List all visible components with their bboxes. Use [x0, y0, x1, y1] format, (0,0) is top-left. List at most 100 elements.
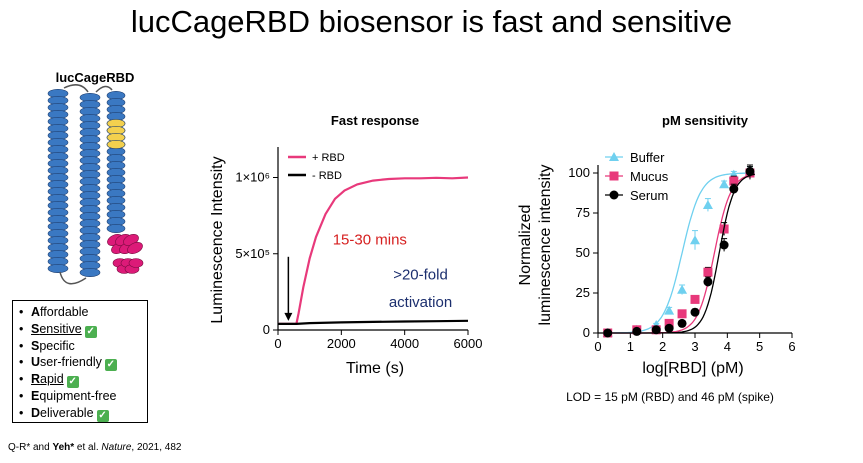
fast-response-chart: Fast response Time (s) Luminescence Inte… [209, 113, 483, 377]
pm-x-tick-label: 5 [756, 339, 763, 354]
feature-item: • Rapid ✓ [19, 371, 143, 389]
feature-text: ser-friendly [40, 355, 102, 370]
feature-item: • Specific [19, 338, 143, 355]
pm-x-tick-label: 6 [788, 339, 795, 354]
fast-x-tick-label: 2000 [327, 336, 356, 351]
feature-list-box: • Affordable • Sensitive ✓ • Specific • User-fri… [12, 300, 148, 423]
pm-legend-label: Mucus [630, 169, 669, 184]
pm-x-tick-label: 1 [627, 339, 634, 354]
fast-response-ylabel: Luminescence Intensity [209, 156, 226, 323]
feature-item: • Affordable [19, 304, 143, 321]
pm-x-tick-label: 0 [594, 339, 601, 354]
feature-item: • Equipment-free [19, 388, 143, 405]
fast-series-line [278, 319, 469, 325]
feature-text: apid [40, 372, 64, 387]
loop-1 [63, 84, 89, 93]
pm-sensitivity-chart: pM sensitivity log[RBD] (pM) Normalized … [517, 113, 796, 377]
pm-data-point [702, 200, 713, 209]
feature-item: • User-friendly ✓ [19, 354, 143, 372]
pm-sensitivity-ylabel-line2: luminescence intensity [537, 165, 554, 326]
pm-data-point [603, 328, 613, 338]
pm-y-tick-label: 0 [583, 325, 590, 340]
pm-x-tick-label: 3 [691, 339, 698, 354]
fast-legend-label: - RBD [312, 170, 342, 182]
fast-series-line [278, 176, 469, 325]
luciferase-helix [128, 258, 144, 268]
fast-x-tick-label: 6000 [454, 336, 483, 351]
protein-label: lucCageRBD [55, 70, 135, 85]
bullet-icon: • [19, 355, 24, 370]
pm-data-point [719, 179, 730, 189]
feature-initial: U [31, 355, 41, 370]
feature-text: quipment-free [39, 388, 117, 403]
pm-legend-marker [609, 190, 619, 200]
fast-response-xlabel: Time (s) [346, 360, 404, 377]
pm-data-point [690, 235, 700, 245]
pm-legend-label: Serum [630, 188, 668, 203]
helix-3-latch [106, 139, 126, 149]
pm-data-point [745, 166, 755, 176]
pm-y-tick-label: 25 [576, 285, 590, 300]
feature-initial: S [31, 321, 40, 336]
pm-data-point [690, 307, 700, 317]
feature-initial: S [31, 338, 40, 353]
fast-annotation: activation [389, 294, 452, 311]
arrow-head-icon [284, 312, 293, 321]
pm-data-point [703, 277, 713, 287]
pm-data-point [729, 176, 739, 186]
pm-data-point [664, 318, 674, 328]
pm-data-point [719, 240, 729, 250]
bullet-icon: • [19, 321, 24, 336]
protein-structure-image [47, 84, 144, 285]
pm-data-point [651, 325, 661, 335]
pm-data-point [729, 184, 739, 194]
pm-data-point [677, 309, 687, 319]
pm-y-tick-label: 75 [576, 205, 590, 220]
pm-legend-label: Buffer [630, 150, 665, 165]
feature-initial: R [31, 372, 41, 387]
check-mark-icon: ✓ [96, 409, 109, 422]
feature-initial: E [31, 388, 40, 403]
pm-data-point [677, 318, 687, 328]
bullet-icon: • [19, 372, 24, 387]
fast-response-title: Fast response [331, 113, 419, 128]
citation-authors: Yeh* [52, 442, 75, 453]
pm-sensitivity-title: pM sensitivity [662, 113, 749, 128]
feature-text: eliverable [40, 405, 94, 420]
feature-text: ffordable [40, 305, 89, 319]
pm-y-tick-label: 100 [568, 165, 590, 180]
slide-title: lucCageRBD biosensor is fast and sensiti… [130, 4, 733, 39]
feature-initial: A [31, 305, 41, 319]
bullet-icon: • [19, 405, 24, 420]
feature-list: • Affordable • Sensitive ✓ • Specific • User-fri… [19, 304, 143, 422]
pm-data-point [632, 326, 642, 336]
citation-journal: Nature [101, 442, 132, 453]
feature-text: ensitive [39, 321, 82, 336]
pm-data-point [664, 323, 674, 333]
pm-legend-marker [609, 171, 619, 181]
fast-y-tick-label: 1×10⁶ [235, 170, 270, 185]
pm-fit-curve [607, 172, 755, 334]
pm-data-point [677, 284, 688, 294]
fast-legend-label: + RBD [312, 152, 345, 164]
pm-data-point [690, 294, 700, 304]
lod-caption: LOD = 15 pM (RBD) and 46 pM (spike) [566, 390, 774, 404]
pm-x-tick-label: 2 [659, 339, 666, 354]
helix-3 [106, 224, 126, 234]
feature-item: • Sensitive ✓ [19, 321, 143, 338]
feature-initial: D [31, 405, 41, 420]
fast-y-tick-label: 5×10⁵ [235, 246, 270, 261]
citation-middle: et al. [74, 442, 102, 453]
pm-data-point [703, 267, 713, 277]
luciferase-helix [127, 242, 143, 254]
citation-footnote: Q-R* and Yeh* et al. Nature, 2021, 482 [8, 442, 181, 453]
citation-prefix: Q-R* and [8, 442, 53, 453]
pm-y-tick-label: 50 [576, 245, 590, 260]
loop-3 [59, 271, 87, 285]
check-mark-icon: ✓ [104, 359, 117, 372]
pm-data-point [664, 305, 675, 315]
bullet-icon: • [19, 305, 24, 319]
fast-x-tick-label: 4000 [390, 336, 419, 351]
feature-item: • Deliverable ✓ [19, 405, 143, 422]
pm-x-tick-label: 4 [724, 339, 731, 354]
